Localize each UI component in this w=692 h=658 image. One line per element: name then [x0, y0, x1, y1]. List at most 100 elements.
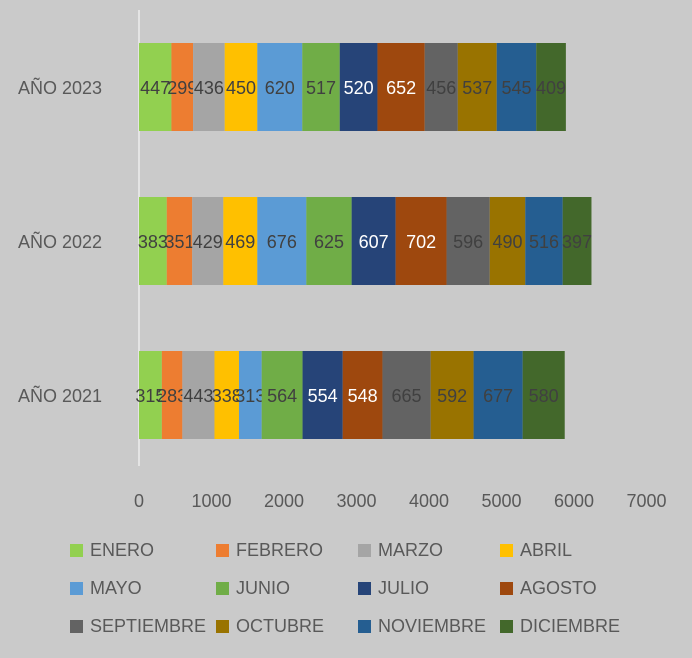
- bar-segment: [166, 197, 193, 285]
- data-label: 456: [426, 78, 456, 98]
- data-label: 516: [529, 232, 559, 252]
- category-label: AÑO 2023: [18, 77, 102, 98]
- data-label: 548: [348, 386, 378, 406]
- data-label: 564: [267, 386, 297, 406]
- legend-label: JUNIO: [236, 577, 290, 598]
- x-tick-label: 3000: [336, 491, 376, 511]
- legend-swatch: [70, 581, 83, 595]
- legend-label: ENERO: [90, 539, 155, 560]
- bar-segment: [257, 43, 303, 131]
- legend-item: OCTUBRE: [216, 614, 358, 638]
- bar-segment: [302, 43, 340, 131]
- data-label: 397: [562, 232, 592, 252]
- bar-segment: [193, 43, 225, 131]
- legend-swatch: [500, 581, 513, 595]
- legend-swatch: [70, 543, 83, 557]
- x-tick-label: 5000: [481, 491, 521, 511]
- data-label: 652: [386, 78, 416, 98]
- bar-segment: [424, 43, 458, 131]
- bar-segment: [351, 197, 396, 285]
- bar-segment: [522, 351, 565, 439]
- data-label: 313: [235, 386, 265, 406]
- bar-segment: [238, 351, 262, 439]
- bar-segment: [562, 197, 592, 285]
- bar-segment: [342, 351, 383, 439]
- data-label: 436: [194, 78, 224, 98]
- bar-segment: [192, 197, 224, 285]
- bar-segment: [302, 351, 343, 439]
- data-label: 537: [462, 78, 492, 98]
- category-label: AÑO 2021: [18, 385, 102, 406]
- bar-segment: [457, 43, 497, 131]
- data-label: 677: [483, 386, 513, 406]
- bar-segment: [223, 197, 258, 285]
- legend-swatch: [358, 581, 371, 595]
- legend-label: AGOSTO: [520, 577, 597, 598]
- data-label: 338: [212, 386, 242, 406]
- category-label: AÑO 2022: [18, 231, 102, 252]
- legend-item: DICIEMBRE: [500, 614, 680, 638]
- legend-item: SEPTIEMBRE: [70, 614, 216, 638]
- data-label: 665: [392, 386, 422, 406]
- legend-item: MAYO: [70, 576, 216, 600]
- data-label: 409: [536, 78, 566, 98]
- legend-item: MARZO: [358, 538, 500, 562]
- x-tick-label: 6000: [554, 491, 594, 511]
- data-label: 469: [225, 232, 255, 252]
- legend-item: ENERO: [70, 538, 216, 562]
- bar-segment: [261, 351, 303, 439]
- data-label: 596: [453, 232, 483, 252]
- data-label: 545: [501, 78, 531, 98]
- bar-segment: [446, 197, 490, 285]
- data-label: 607: [359, 232, 389, 252]
- bar-segment: [496, 43, 537, 131]
- bar-segment: [182, 351, 215, 439]
- data-label: 490: [492, 232, 522, 252]
- bar-segment: [161, 351, 183, 439]
- x-tick-label: 2000: [264, 491, 304, 511]
- data-label: 702: [406, 232, 436, 252]
- bar-segment: [257, 197, 307, 285]
- bar-segment: [139, 43, 172, 131]
- x-tick-label: 0: [134, 491, 144, 511]
- legend-item: AGOSTO: [500, 576, 680, 600]
- bar-segment: [139, 197, 167, 285]
- data-label: 351: [164, 232, 194, 252]
- legend-swatch: [216, 619, 229, 633]
- data-label: 676: [267, 232, 297, 252]
- bar-segment: [536, 43, 566, 131]
- x-tick-label: 4000: [409, 491, 449, 511]
- legend-label: MAYO: [90, 577, 142, 598]
- legend-label: ABRIL: [520, 539, 573, 560]
- legend-label: NOVIEMBRE: [378, 615, 487, 636]
- legend-item: JUNIO: [216, 576, 358, 600]
- bar-segment: [224, 43, 258, 131]
- bar-segment: [525, 197, 563, 285]
- x-tick-label: 1000: [191, 491, 231, 511]
- legend-label: FEBRERO: [236, 539, 324, 560]
- legend-swatch: [358, 543, 371, 557]
- bar-segment: [382, 351, 431, 439]
- legend-item: NOVIEMBRE: [358, 614, 500, 638]
- data-label: 299: [167, 78, 197, 98]
- data-label: 554: [308, 386, 338, 406]
- data-label: 315: [135, 386, 165, 406]
- data-label: 517: [306, 78, 336, 98]
- bar-segment: [214, 351, 239, 439]
- x-tick-label: 7000: [626, 491, 666, 511]
- legend-item: FEBRERO: [216, 538, 358, 562]
- legend-label: SEPTIEMBRE: [90, 615, 207, 636]
- legend-item: JULIO: [358, 576, 500, 600]
- legend-label: JULIO: [378, 577, 430, 598]
- bar-segment: [139, 351, 162, 439]
- legend-swatch: [216, 543, 229, 557]
- legend-label: DICIEMBRE: [520, 615, 621, 636]
- data-label: 580: [529, 386, 559, 406]
- legend-swatch: [358, 619, 371, 633]
- bar-segment: [377, 43, 425, 131]
- data-label: 443: [183, 386, 213, 406]
- legend-label: OCTUBRE: [236, 615, 325, 636]
- data-label: 447: [140, 78, 170, 98]
